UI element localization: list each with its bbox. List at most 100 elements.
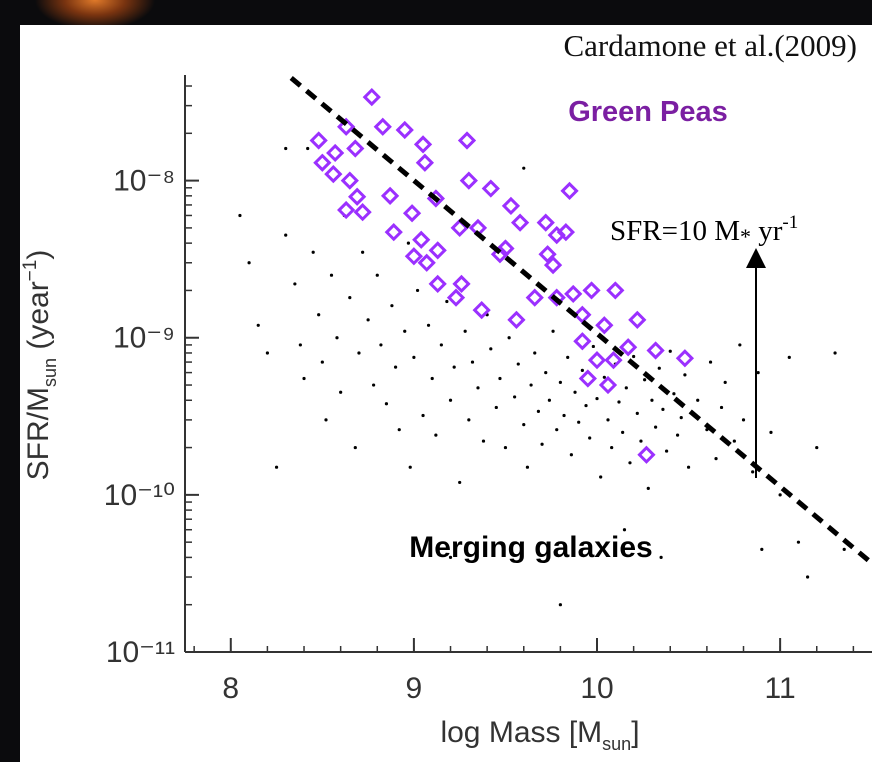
y-tick-label: 10⁻⁹ — [113, 322, 175, 355]
annotation: SFR=10 M* yr-1 — [610, 212, 798, 249]
green-pea-point — [582, 281, 601, 300]
green-pea-point — [340, 171, 359, 190]
annotation-sup: -1 — [782, 212, 798, 233]
galaxy-point — [654, 425, 658, 429]
galaxy-point — [390, 304, 394, 308]
green-pea-point — [556, 223, 576, 242]
galaxy-point — [672, 392, 676, 396]
galaxy-point — [397, 428, 401, 432]
green-peas-label: Green Peas — [568, 96, 728, 128]
galaxy-point — [544, 370, 548, 375]
galaxy-point — [498, 376, 502, 381]
galaxy-point — [555, 428, 559, 432]
galaxy-point — [503, 445, 508, 450]
galaxy-point — [668, 349, 672, 353]
green-pea-point — [395, 120, 414, 140]
source-note: Cardamone et al.(2009) — [563, 28, 857, 63]
galaxy-point — [320, 360, 324, 364]
galaxy-point — [513, 395, 517, 399]
y-label-text: ) — [22, 250, 55, 260]
galaxy-point — [628, 461, 632, 465]
y-axis-label: SFR/Msun (year−1) — [20, 250, 60, 481]
galaxy-point — [650, 398, 654, 402]
green-pea-point — [604, 351, 623, 370]
galaxy-point — [379, 343, 383, 347]
galaxy-point — [522, 423, 526, 427]
x-tick-label: 9 — [406, 672, 423, 705]
y-label-sup: −1 — [20, 260, 41, 282]
green-pea-point — [412, 230, 431, 249]
galaxy-point — [489, 347, 493, 351]
galaxy-point — [723, 380, 727, 384]
galaxy-point — [558, 603, 562, 607]
x-axis-label: log Mass [Msun] — [440, 716, 639, 754]
galaxy-point — [412, 355, 416, 359]
galaxy-point — [339, 390, 343, 394]
y-label-text: SFR/M — [22, 387, 55, 480]
galaxy-point — [536, 409, 541, 413]
galaxy-point — [566, 355, 570, 359]
green-pea-point — [598, 375, 618, 395]
green-pea-point — [536, 213, 555, 232]
galaxy-point — [558, 380, 562, 384]
galaxy-point — [714, 457, 718, 461]
green-pea-point — [309, 131, 328, 150]
galaxy-point — [842, 547, 846, 551]
y-tick-label: 10⁻¹⁰ — [104, 479, 175, 512]
green-pea-point — [507, 310, 526, 329]
green-pea-point — [587, 351, 607, 370]
green-pea-point — [510, 213, 530, 232]
y-label-text: (year — [22, 281, 55, 358]
galaxy-point — [562, 413, 566, 418]
galaxy-point — [516, 362, 520, 366]
green-pea-point — [337, 200, 356, 220]
green-pea-point — [313, 153, 332, 172]
green-pea-point — [380, 186, 400, 205]
galaxy-point — [756, 370, 760, 375]
green-pea-point — [628, 310, 647, 329]
green-pea-point — [452, 274, 471, 294]
green-pea-point — [417, 253, 436, 272]
reference-line — [289, 76, 872, 567]
galaxy-point — [274, 465, 279, 469]
galaxy-point — [769, 430, 773, 434]
galaxy-point — [686, 465, 691, 469]
x-label-sub: sun — [602, 734, 631, 754]
galaxy-point — [324, 418, 328, 422]
galaxy-point — [284, 146, 288, 151]
galaxy-point — [507, 336, 511, 340]
green-pea-point — [428, 241, 447, 260]
galaxy-point — [372, 383, 376, 387]
galaxy-point — [445, 299, 449, 304]
galaxy-point — [317, 313, 321, 317]
galaxy-point — [361, 250, 365, 254]
galaxy-point — [696, 398, 700, 402]
green-pea-point — [606, 281, 625, 300]
galaxy-point — [635, 411, 639, 415]
galaxy-point — [591, 344, 595, 349]
galaxy-point — [452, 365, 456, 369]
green-pea-point — [496, 239, 515, 258]
galaxy-point — [467, 418, 471, 422]
galaxy-point — [403, 329, 407, 333]
galaxy-point — [657, 366, 661, 370]
green-pea-point — [346, 139, 365, 158]
galaxy-point — [547, 398, 552, 402]
galaxy-point — [375, 273, 379, 277]
green-pea-point — [637, 445, 656, 464]
galaxy-point — [256, 323, 260, 327]
galaxy-point — [577, 420, 581, 424]
galaxy-point — [458, 480, 462, 485]
galaxy-point — [284, 233, 288, 237]
galaxy-point — [646, 486, 650, 490]
galaxy-point — [494, 405, 498, 410]
galaxy-point — [610, 445, 614, 450]
galaxy-point — [661, 407, 665, 411]
green-pea-point — [525, 288, 544, 307]
galaxy-point — [366, 318, 370, 322]
y-tick-label: 10⁻¹¹ — [106, 636, 175, 669]
galaxy-point — [357, 351, 361, 355]
green-pea-point — [428, 274, 447, 294]
